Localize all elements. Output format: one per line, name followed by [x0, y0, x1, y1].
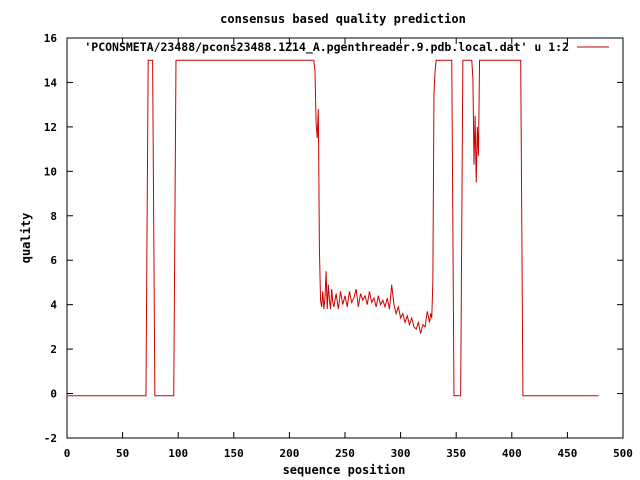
- y-tick-label: 16: [44, 32, 58, 45]
- x-tick-label: 250: [335, 447, 355, 460]
- y-tick-label: 8: [50, 210, 57, 223]
- x-tick-label: 0: [64, 447, 71, 460]
- x-tick-label: 450: [557, 447, 577, 460]
- y-tick-label: 14: [44, 76, 58, 89]
- x-tick-label: 200: [279, 447, 299, 460]
- y-tick-label: 12: [44, 121, 57, 134]
- y-tick-label: 6: [50, 254, 57, 267]
- x-axis-label: sequence position: [283, 463, 406, 477]
- y-tick-label: 0: [50, 388, 57, 401]
- x-axis-ticks: 0 50 100 150 200 250 300 350 400 450 500: [64, 38, 633, 460]
- series-layer: [68, 59, 599, 397]
- y-axis-label: quality: [19, 213, 33, 264]
- y-axis-ticks: -2 0 2 4 6 8 10 12 14 16: [44, 32, 623, 445]
- x-tick-label: 500: [613, 447, 633, 460]
- chart-title: consensus based quality prediction: [220, 12, 466, 26]
- plot-frame: [66, 37, 624, 439]
- x-tick-label: 400: [502, 447, 522, 460]
- x-tick-label: 100: [168, 447, 188, 460]
- y-tick-label: 2: [50, 343, 57, 356]
- y-tick-label: 4: [50, 299, 57, 312]
- x-tick-label: 350: [446, 447, 466, 460]
- y-tick-label: -2: [44, 432, 57, 445]
- legend-label: 'PCONSMETA/23488/pcons23488.1Z14_A.pgent…: [84, 40, 569, 55]
- series-line-0: [68, 59, 599, 397]
- y-tick-label: 10: [44, 165, 57, 178]
- legend: 'PCONSMETA/23488/pcons23488.1Z14_A.pgent…: [84, 40, 609, 55]
- x-tick-label: 50: [116, 447, 129, 460]
- x-tick-label: 150: [224, 447, 244, 460]
- x-tick-label: 300: [391, 447, 411, 460]
